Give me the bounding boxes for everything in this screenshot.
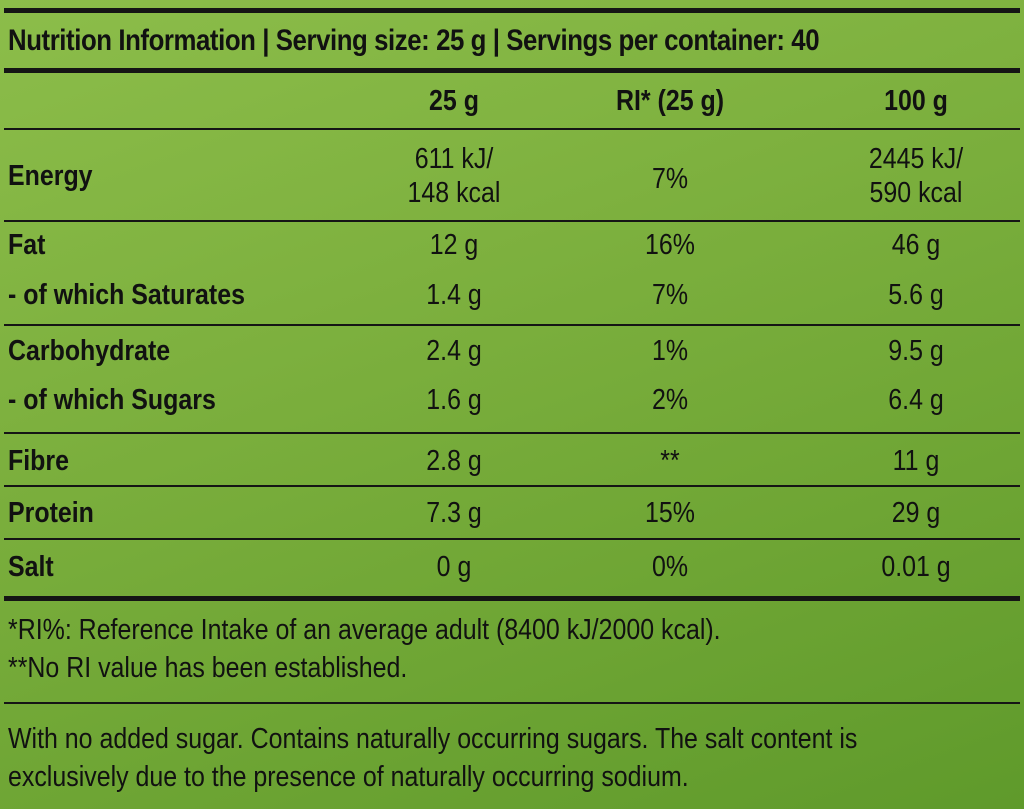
- row-label-saturates: - of which Saturates: [8, 279, 245, 311]
- sugars-per-100g: 6.4 g: [888, 384, 944, 416]
- table-bottom-rule: [4, 596, 1020, 601]
- saturates-per-serving: 1.4 g: [426, 279, 482, 311]
- fat-rule: [4, 324, 1020, 326]
- disclaimer: With no added sugar. Contains naturally …: [8, 720, 857, 796]
- disclaimer-line-1: With no added sugar. Contains naturally …: [8, 723, 858, 755]
- energy-per-serving-kcal: 148 kcal: [407, 177, 501, 209]
- saturates-ri: 7%: [651, 279, 689, 311]
- notes-rule: [4, 702, 1020, 704]
- energy-rule: [4, 220, 1020, 222]
- protein-per-100g: 29 g: [891, 497, 941, 529]
- protein-ri: 15%: [645, 497, 695, 529]
- disclaimer-line-2: exclusively due to the presence of natur…: [8, 761, 689, 793]
- salt-per-serving: 0 g: [436, 551, 472, 583]
- fibre-per-serving: 2.8 g: [426, 445, 482, 477]
- energy-per-100g-kcal: 590 kcal: [869, 177, 963, 209]
- fibre-rule: [4, 485, 1020, 487]
- salt-per-100g: 0.01 g: [881, 551, 951, 583]
- row-label-carbohydrate: Carbohydrate: [8, 335, 171, 367]
- fat-per-serving: 12 g: [429, 229, 479, 261]
- energy-ri: 7%: [651, 163, 689, 195]
- footnote-ri: *RI%: Reference Intake of an average adu…: [8, 614, 721, 646]
- row-label-fat: Fat: [8, 229, 46, 261]
- sugars-per-serving: 1.6 g: [426, 384, 482, 416]
- energy-per-serving-kj: 611 kJ/: [414, 143, 494, 175]
- protein-per-serving: 7.3 g: [426, 497, 482, 529]
- fibre-per-100g: 11 g: [892, 445, 940, 477]
- row-label-sugars: - of which Sugars: [8, 384, 216, 416]
- row-label-protein: Protein: [8, 497, 94, 529]
- carbohydrate-per-serving: 2.4 g: [426, 335, 482, 367]
- column-header-per-serving: 25 g: [429, 85, 479, 117]
- saturates-per-100g: 5.6 g: [888, 279, 944, 311]
- fat-per-100g: 46 g: [891, 229, 941, 261]
- title-rule: [4, 68, 1020, 73]
- top-rule: [4, 8, 1020, 13]
- header-rule: [4, 128, 1020, 130]
- footnote-no-ri: **No RI value has been established.: [8, 652, 408, 684]
- protein-rule: [4, 538, 1020, 540]
- carbohydrate-ri: 1%: [651, 335, 689, 367]
- energy-per-100g-kj: 2445 kJ/: [868, 143, 964, 175]
- carbohydrate-per-100g: 9.5 g: [888, 335, 944, 367]
- row-label-energy: Energy: [8, 160, 93, 192]
- row-label-fibre: Fibre: [8, 445, 69, 477]
- fibre-ri: **: [660, 445, 680, 477]
- sugars-ri: 2%: [651, 384, 689, 416]
- fat-ri: 16%: [645, 229, 695, 261]
- column-header-per-100g: 100 g: [884, 85, 948, 117]
- row-label-salt: Salt: [8, 551, 54, 583]
- column-header-ri: RI* (25 g): [615, 85, 725, 117]
- salt-ri: 0%: [651, 551, 689, 583]
- carbohydrate-rule: [4, 432, 1020, 434]
- panel-title: Nutrition Information | Serving size: 25…: [8, 24, 820, 57]
